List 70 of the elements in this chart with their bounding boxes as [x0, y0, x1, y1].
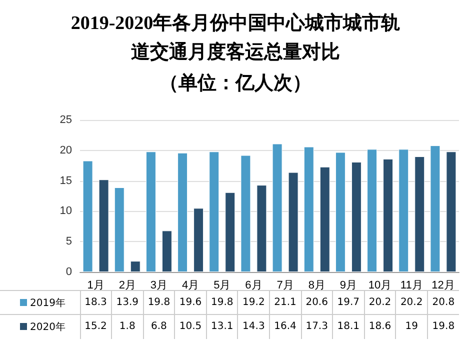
bar	[430, 146, 440, 272]
y-tick-label: 0	[66, 266, 72, 278]
data-label: 20.2	[364, 290, 396, 314]
data-label: 19.6	[174, 290, 206, 314]
data-label: 21.1	[269, 290, 302, 314]
data-label: 13.1	[206, 314, 238, 338]
bar	[162, 230, 172, 272]
data-label: 13.9	[112, 290, 144, 314]
bar	[320, 166, 330, 272]
data-label: 18.1	[332, 314, 364, 338]
bar	[335, 152, 346, 272]
bar	[414, 156, 425, 272]
x-tick-label: 9月	[340, 280, 358, 292]
x-tick-label: 12月	[432, 280, 455, 292]
y-tick-label: 20	[60, 144, 72, 156]
chart-title: 2019-2020年各月份中国中心城市城市轨道交通月度客运总量对比	[70, 12, 400, 63]
data-label: 19.7	[332, 290, 364, 314]
bar	[256, 185, 267, 272]
x-tick-label: 6月	[245, 280, 262, 292]
bar	[194, 208, 204, 272]
x-tick-label: 8月	[308, 280, 326, 292]
data-label: 17.3	[301, 314, 333, 338]
data-label: 16.4	[269, 314, 302, 338]
x-tick-label: 2月	[118, 280, 136, 292]
bar	[225, 192, 236, 272]
bar	[240, 155, 251, 272]
bar	[272, 144, 282, 272]
y-tick-label: 5	[66, 236, 72, 248]
data-label: 20.2	[396, 290, 428, 314]
bar	[114, 187, 124, 272]
bar	[178, 152, 188, 272]
chart-subtitle: （单位：亿人次）	[160, 72, 312, 94]
data-label: 18.6	[364, 314, 396, 338]
legend-label: 2020年	[29, 320, 66, 335]
data-label: 15.2	[80, 314, 112, 338]
data-label: 19.8	[143, 290, 175, 314]
bar	[304, 146, 314, 272]
data-label: 19.8	[427, 314, 459, 338]
data-label: 14.3	[238, 314, 270, 338]
data-label: 20.6	[301, 290, 333, 314]
data-label: 19	[396, 314, 428, 338]
bar	[446, 152, 456, 272]
data-label: 10.5	[174, 314, 206, 338]
bar	[209, 152, 220, 272]
x-tick-label: 4月	[182, 280, 200, 292]
x-tick-label: 3月	[150, 280, 168, 292]
x-tick-label: 5月	[214, 280, 231, 292]
x-tick-label: 11月	[400, 280, 423, 292]
legend-label: 2019年	[29, 296, 66, 310]
bar	[367, 149, 378, 272]
y-tick-label: 15	[60, 174, 72, 187]
x-tick-label: 1月	[87, 280, 104, 292]
bar	[288, 172, 298, 272]
bar	[130, 261, 140, 272]
data-label: 1.8	[112, 314, 144, 338]
data-label: 18.3	[80, 290, 112, 314]
bar	[383, 158, 394, 272]
x-tick-label: 10月	[368, 280, 392, 292]
data-label: 6.8	[143, 314, 175, 338]
bar	[98, 180, 109, 272]
data-label: 19.2	[238, 290, 270, 314]
data-label: 20.8	[427, 290, 459, 314]
x-tick-label: 7月	[276, 280, 294, 292]
bar	[351, 162, 362, 272]
bar	[82, 160, 93, 272]
y-tick-label: 10	[60, 205, 72, 218]
data-label: 19.8	[206, 290, 238, 314]
y-tick-label: 25	[60, 114, 72, 126]
bar	[398, 149, 409, 272]
bar	[146, 152, 156, 272]
